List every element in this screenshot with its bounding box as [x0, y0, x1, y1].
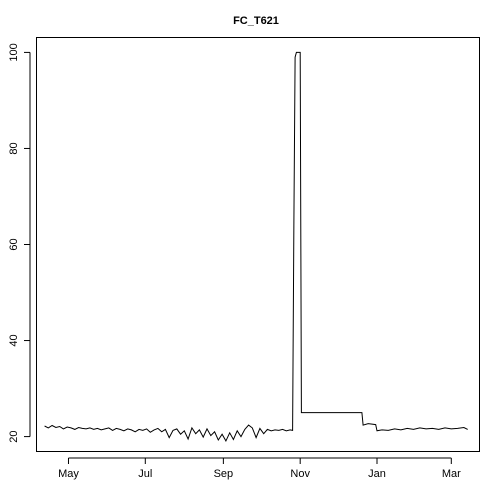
x-tick-label: Nov [290, 468, 310, 480]
x-tick-label: Jul [138, 468, 152, 480]
x-tick-label: May [58, 468, 79, 480]
x-tick-label: Mar [442, 468, 461, 480]
y-tick-label: 20 [8, 430, 20, 442]
x-tick-label: Sep [214, 468, 234, 480]
series-layer [45, 52, 468, 441]
y-tick-label: 40 [8, 334, 20, 346]
plot-frame [37, 38, 480, 452]
chart-title: FC_T621 [233, 15, 279, 27]
y-tick-label: 80 [8, 142, 20, 154]
x-axis: May Jul Sep Nov Jan Mar [58, 458, 461, 480]
x-tick-label: Jan [368, 468, 386, 480]
y-tick-label: 100 [8, 43, 20, 61]
series-line [45, 52, 468, 441]
y-axis: 20 40 60 80 100 [8, 43, 30, 442]
y-tick-label: 60 [8, 238, 20, 250]
